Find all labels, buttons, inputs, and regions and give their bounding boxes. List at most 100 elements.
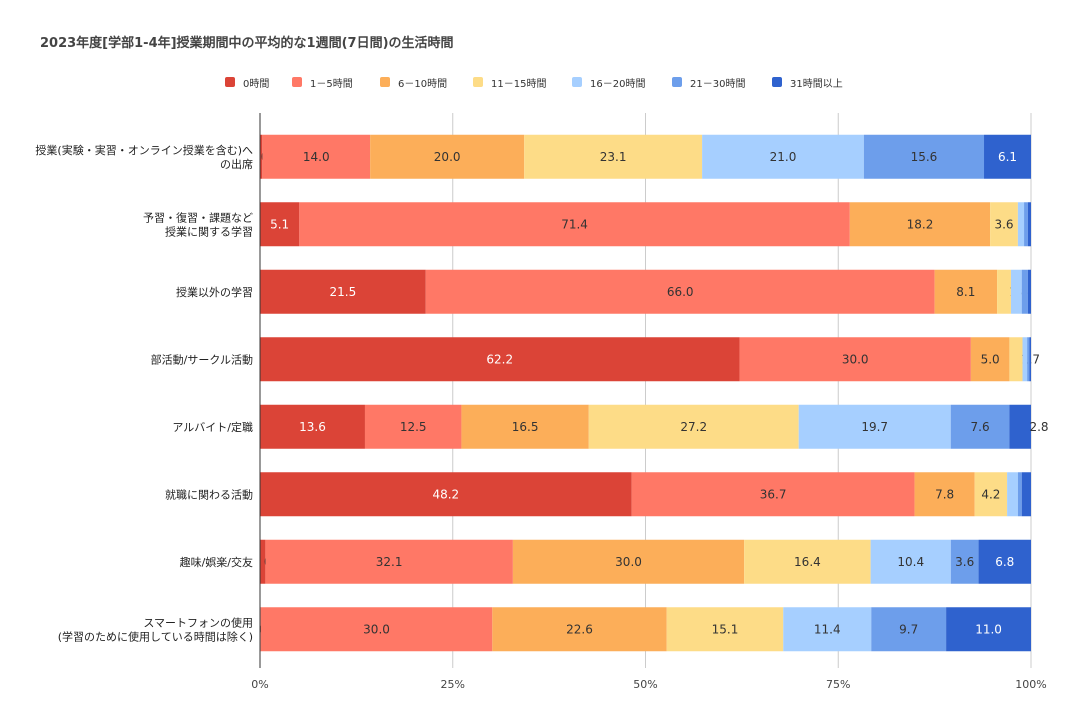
legend-label: 0時間: [243, 78, 270, 90]
legend-swatch: [772, 77, 782, 87]
legend-item: 21－30時間: [672, 74, 745, 90]
legend-swatch: [292, 77, 302, 87]
data-label: 19.7: [861, 420, 888, 434]
bar-segment: [666, 607, 784, 652]
bar-segment: [798, 404, 951, 449]
data-label: 5.0: [981, 352, 1000, 366]
bar-segment: [299, 202, 850, 247]
bar-segment: [1009, 337, 1023, 382]
category-label: 部活動/サークル活動: [151, 352, 253, 366]
legend-swatch: [572, 77, 582, 87]
x-tick-label: 100%: [1015, 678, 1046, 691]
category-label: 予習・復習・課題など: [143, 210, 253, 224]
data-label: 12.5: [400, 420, 427, 434]
data-label: 6.8: [995, 555, 1014, 569]
data-label: 36.7: [760, 487, 787, 501]
data-label: 14.0: [303, 150, 330, 164]
data-label: 66.0: [667, 285, 694, 299]
bar-segment: [260, 337, 740, 382]
data-label: 30.0: [615, 555, 642, 569]
bar-segment: [265, 539, 513, 584]
bar-segment: [871, 607, 947, 652]
bar-segment: [425, 269, 935, 314]
data-label: 15.1: [712, 622, 739, 636]
bar-segment: [870, 539, 951, 584]
data-label: 13.6: [299, 420, 326, 434]
bar-segment: [260, 134, 263, 179]
category-label: 授業(実験・実習・オンライン授業を含む)へ: [35, 143, 253, 157]
bar-segment: [461, 404, 589, 449]
x-tick-label: 0%: [251, 678, 268, 691]
legend: 0時間 1－5時間 6－10時間 11－15時間 16－20時間 21－30時間 31時間以…: [0, 74, 1075, 90]
bar-segment: [1007, 472, 1018, 517]
x-tick-label: 25%: [441, 678, 465, 691]
bar-segment: [974, 472, 1008, 517]
bar-segment: [849, 202, 991, 247]
data-label: 22.6: [566, 622, 593, 636]
category-label: スマートフォンの使用: [143, 616, 253, 629]
bar-segment: [978, 539, 1031, 584]
bar-segment: [370, 134, 525, 179]
legend-item: 11－15時間: [473, 74, 546, 90]
data-label: 23.1: [600, 150, 627, 164]
category-label: 授業以外の学習: [176, 285, 253, 299]
bar-segment: [260, 269, 426, 314]
data-label: 2.8: [1029, 420, 1048, 434]
data-label: 62.2: [486, 352, 513, 366]
bar-segment: [1027, 269, 1031, 314]
category-label: (学習のために使用している時間は除く): [58, 629, 253, 643]
bar-segment: [631, 472, 915, 517]
legend-swatch: [380, 77, 390, 87]
data-label: 15.6: [911, 150, 938, 164]
bar-segment: [1017, 472, 1022, 517]
bar-segment: [950, 404, 1010, 449]
bar-segment: [492, 607, 667, 652]
bar-segment: [914, 472, 975, 517]
data-label: 27.2: [680, 420, 707, 434]
data-label: 16.5: [512, 420, 539, 434]
bar-segment: [783, 607, 872, 652]
bar-segment: [260, 202, 300, 247]
bar-segment: [990, 202, 1018, 247]
bar-segment: [744, 539, 871, 584]
bar-segment: [934, 269, 998, 314]
legend-label: 1－5時間: [310, 78, 353, 90]
bar-segment: [260, 472, 632, 517]
bar-segment: [739, 337, 971, 382]
data-label: 48.2: [432, 487, 459, 501]
bar-segment: [863, 134, 985, 179]
category-label: 授業に関する学習: [165, 224, 253, 238]
legend-label: 31時間以上: [790, 78, 843, 90]
category-label: アルバイト/定職: [172, 420, 253, 434]
category-label: 趣味/娯楽/交友: [180, 555, 253, 569]
bar-segment: [946, 607, 1031, 652]
data-label: 21.0: [770, 150, 797, 164]
data-label: 18.2: [907, 217, 934, 231]
data-label: 32.1: [376, 555, 403, 569]
legend-item: 0時間: [225, 74, 269, 90]
legend-swatch: [672, 77, 682, 87]
bar-segment: [1009, 404, 1031, 449]
bar-segment: [1021, 269, 1028, 314]
x-tick-label: 50%: [633, 678, 657, 691]
bar-segment: [260, 539, 266, 584]
data-label: 3.6: [994, 217, 1013, 231]
legend-label: 16－20時間: [590, 78, 646, 90]
bar-segment: [950, 539, 979, 584]
data-label: 7.8: [935, 487, 954, 501]
bar-segment: [364, 404, 462, 449]
data-label: 7.6: [971, 420, 990, 434]
chart-title: 2023年度[学部1-4年]授業期間中の平均的な1週間(7日間)の生活時間: [40, 36, 454, 51]
data-label: 71.4: [561, 217, 588, 231]
bar-segment: [524, 134, 703, 179]
data-label: 4.2: [981, 487, 1000, 501]
bar-segment: [1022, 337, 1028, 382]
legend-item: 31時間以上: [772, 74, 843, 90]
legend-label: 21－30時間: [690, 78, 746, 90]
bar-segment: [1024, 202, 1028, 247]
legend-item: 16－20時間: [572, 74, 645, 90]
data-label: 6.1: [998, 150, 1017, 164]
legend-label: 6－10時間: [398, 78, 448, 90]
data-label: 10.4: [897, 555, 924, 569]
